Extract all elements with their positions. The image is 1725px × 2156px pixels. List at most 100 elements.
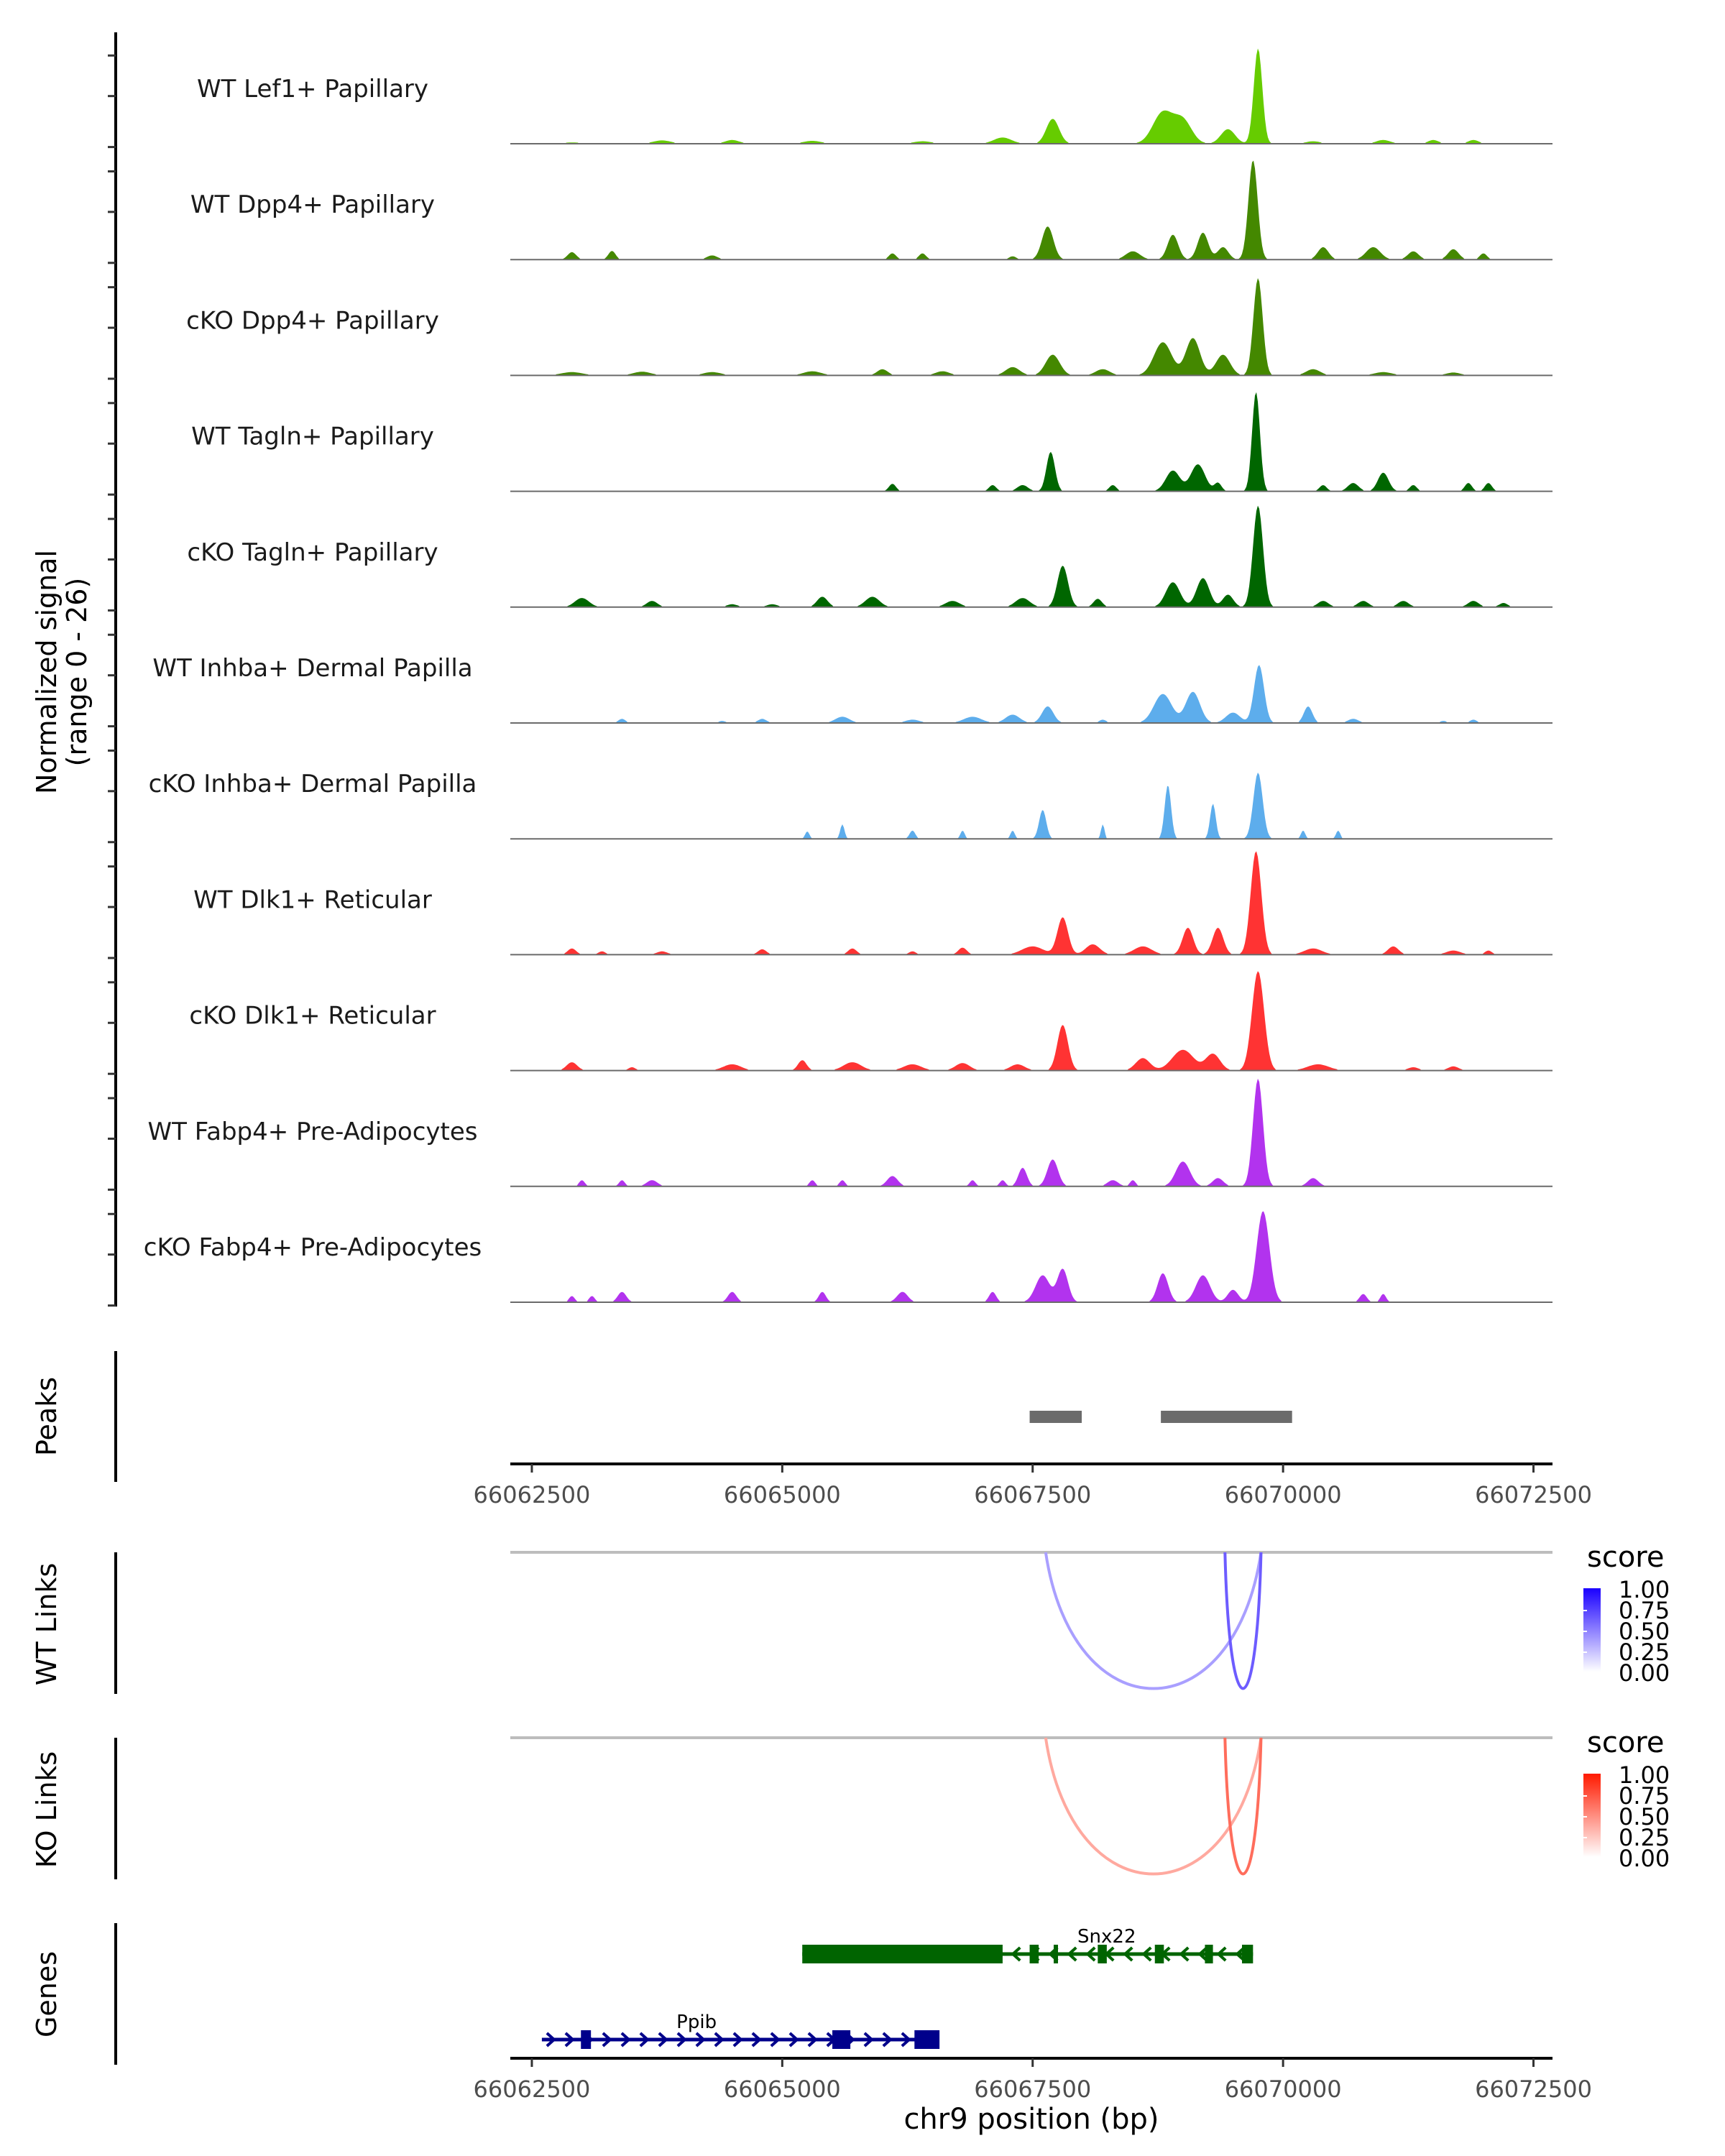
coverage-area	[510, 971, 1552, 1071]
legend-tick-label: 1.00	[1619, 1761, 1670, 1789]
coverage-track: WT Tagln+ Papillary	[191, 392, 1552, 492]
strand-arrow-icon	[1235, 1946, 1246, 1962]
coverage-area	[510, 851, 1552, 955]
coverage-y-label-range: (range 0 - 26)	[61, 578, 93, 767]
gene-exon	[832, 2030, 851, 2049]
coverage-track-label: WT Dlk1+ Reticular	[193, 885, 432, 914]
strand-arrow-icon	[602, 2032, 612, 2047]
gene-exon	[581, 2030, 592, 2049]
x-tick-label: 66065000	[724, 1481, 841, 1508]
x-tick-label: 66070000	[1225, 1481, 1342, 1508]
coverage-track-label: WT Inhba+ Dermal Papilla	[152, 654, 472, 683]
coverage-track-label: cKO Inhba+ Dermal Papilla	[149, 770, 477, 798]
coverage-track: WT Inhba+ Dermal Papilla	[152, 654, 1552, 724]
wt-links-arcs	[510, 1551, 1552, 1690]
gene-exon	[1098, 1945, 1107, 1963]
strand-arrow-icon	[1085, 1946, 1096, 1962]
legend-tick-label: 0.50	[1619, 1618, 1670, 1645]
x-axis-label: chr9 position (bp)	[903, 2103, 1159, 2136]
peaks-track-label: Peaks	[31, 1377, 63, 1456]
legend-tick-label: 1.00	[1619, 1576, 1670, 1603]
strand-arrow-icon	[714, 2032, 724, 2047]
strand-arrow-icon	[1179, 1946, 1190, 1962]
link-arc	[1044, 1552, 1263, 1690]
x-tick-label: 66067500	[974, 2076, 1091, 2103]
gene-exon	[1154, 1945, 1164, 1963]
gene-model: Snx22	[802, 1926, 1254, 1963]
coverage-track-label: WT Lef1+ Papillary	[197, 75, 428, 103]
strand-arrow-icon	[1141, 1946, 1152, 1962]
x-tick-label: 66072500	[1475, 1481, 1592, 1508]
x-axis-genes: 66062500 66065000 66067500 66070000 66072500	[474, 2057, 1592, 2103]
coverage-track-label: cKO Dpp4+ Papillary	[186, 306, 439, 335]
legend-tick-label: 0.00	[1619, 1845, 1670, 1872]
x-tick-label: 66067500	[974, 1481, 1091, 1508]
coverage-track: WT Dlk1+ Reticular	[193, 851, 1552, 956]
gene-model: Ppib	[541, 2012, 940, 2049]
x-tick-label: 66072500	[1475, 2076, 1592, 2103]
strand-arrow-icon	[620, 2032, 631, 2047]
coverage-track: cKO Dlk1+ Reticular	[189, 971, 1552, 1072]
coverage-track: cKO Tagln+ Papillary	[187, 505, 1552, 608]
gene-exon	[1241, 1945, 1254, 1963]
legend-tick-label: 0.00	[1619, 1659, 1670, 1687]
strand-arrow-icon	[807, 2032, 818, 2047]
strand-arrow-icon	[676, 2032, 687, 2047]
x-axis-peaks: 66062500 66065000 66067500 66070000 66072500	[474, 1462, 1592, 1508]
gene-exon	[1054, 1945, 1059, 1963]
gene-name-label: Ppib	[676, 2012, 717, 2033]
peaks-regions	[1029, 1411, 1292, 1423]
legend-colorbar	[1583, 1588, 1601, 1672]
link-arc	[1223, 1737, 1263, 1876]
strand-arrow-icon	[788, 2032, 799, 2047]
strand-arrow-icon	[695, 2032, 706, 2047]
legend-title: score	[1587, 1541, 1664, 1574]
strand-arrow-icon	[564, 2032, 575, 2047]
legend-tick-label: 0.75	[1619, 1597, 1670, 1624]
coverage-track: WT Lef1+ Papillary	[197, 48, 1552, 144]
coverage-area	[510, 773, 1552, 839]
strand-arrow-icon	[658, 2032, 668, 2047]
strand-arrow-icon	[901, 2032, 911, 2047]
legend-tick-label: 0.75	[1619, 1782, 1670, 1810]
ko-links-track-label: KO Links	[31, 1751, 63, 1868]
coverage-area	[510, 505, 1552, 607]
strand-arrow-icon	[1197, 1946, 1208, 1962]
coverage-area	[510, 48, 1552, 144]
strand-arrow-icon	[1216, 1946, 1227, 1962]
coverage-track: cKO Inhba+ Dermal Papilla	[149, 770, 1552, 840]
coverage-track-label: cKO Tagln+ Papillary	[187, 538, 438, 567]
strand-arrow-icon	[863, 2032, 874, 2047]
wt-links-track-label: WT Links	[31, 1563, 63, 1685]
gene-exon	[1029, 1945, 1039, 1963]
gene-name-label: Snx22	[1077, 1926, 1136, 1948]
coverage-track: cKO Fabp4+ Pre-Adipocytes	[144, 1211, 1552, 1303]
genes-track-label: Genes	[31, 1951, 63, 2037]
peak-region	[1161, 1411, 1292, 1423]
link-arc	[1223, 1552, 1263, 1690]
strand-arrow-icon	[639, 2032, 650, 2047]
strand-arrow-icon	[882, 2032, 893, 2047]
gene-exon	[802, 1945, 1003, 1963]
legend-title: score	[1587, 1726, 1664, 1759]
coverage-track-label: cKO Dlk1+ Reticular	[189, 1002, 436, 1031]
coverage-y-axis	[108, 32, 117, 1307]
coverage-area	[510, 160, 1552, 260]
coverage-track-label: WT Fabp4+ Pre-Adipocytes	[148, 1118, 478, 1146]
coverage-track: WT Fabp4+ Pre-Adipocytes	[148, 1078, 1552, 1187]
x-tick-label: 66062500	[474, 2076, 591, 2103]
coverage-area	[510, 665, 1552, 723]
peak-region	[1029, 1411, 1082, 1423]
coverage-area	[510, 1078, 1552, 1187]
legend-tick-label: 0.25	[1619, 1824, 1670, 1851]
strand-arrow-icon	[1011, 1946, 1021, 1962]
coverage-track: WT Dpp4+ Papillary	[190, 160, 1552, 261]
legend-tick-label: 0.50	[1619, 1803, 1670, 1830]
legend-colorbar	[1583, 1774, 1601, 1857]
coverage-y-label: Normalized signal	[31, 550, 63, 794]
strand-arrow-icon	[1067, 1946, 1077, 1962]
coverage-area	[510, 278, 1552, 376]
strand-arrow-icon	[770, 2032, 781, 2047]
